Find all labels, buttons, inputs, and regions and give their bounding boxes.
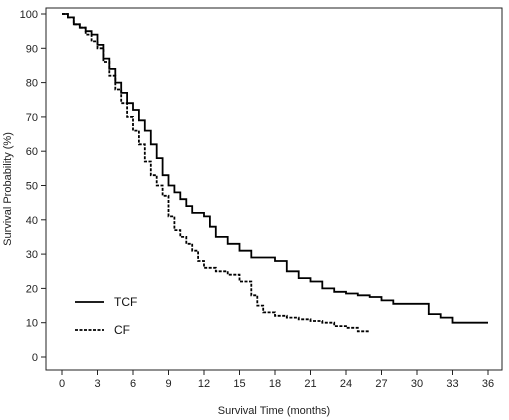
y-tick-label: 100 bbox=[20, 9, 38, 21]
legend: TCF CF bbox=[75, 295, 137, 337]
series-line-tcf bbox=[62, 13, 488, 324]
x-tick-label: 18 bbox=[269, 378, 281, 390]
x-tick-label: 33 bbox=[446, 378, 458, 390]
y-tick-label: 10 bbox=[26, 318, 38, 330]
x-tick-label: 0 bbox=[59, 378, 65, 390]
y-tick-label: 70 bbox=[26, 112, 38, 124]
x-tick-label: 24 bbox=[340, 378, 352, 390]
x-tick-label: 21 bbox=[304, 378, 316, 390]
axes: 0 3 6 9 12 15 18 21 24 27 30 33 36010203040506070809… bbox=[20, 7, 503, 390]
series-layer bbox=[62, 13, 488, 333]
y-tick-label: 0 bbox=[32, 352, 38, 364]
y-tick-label: 50 bbox=[26, 181, 38, 193]
x-axis-title: Survival Time (months) bbox=[218, 405, 330, 417]
x-tick-label: 27 bbox=[375, 378, 387, 390]
y-tick-label: 60 bbox=[26, 146, 38, 158]
x-tick-label: 12 bbox=[198, 378, 210, 390]
series-line-cf bbox=[62, 13, 370, 333]
y-tick-label: 20 bbox=[26, 283, 38, 295]
y-tick-label: 90 bbox=[26, 43, 38, 55]
x-tick-label: 30 bbox=[411, 378, 423, 390]
y-tick-label: 30 bbox=[26, 249, 38, 261]
y-tick-label: 40 bbox=[26, 215, 38, 227]
x-tick-label: 3 bbox=[94, 378, 100, 390]
x-tick-label: 6 bbox=[130, 378, 136, 390]
x-tick-label: 36 bbox=[482, 378, 494, 390]
plot-frame bbox=[45, 7, 503, 371]
x-tick-label: 15 bbox=[233, 378, 245, 390]
legend-label-tcf: TCF bbox=[114, 295, 137, 309]
y-tick-label: 80 bbox=[26, 78, 38, 90]
legend-label-cf: CF bbox=[114, 323, 130, 337]
x-tick-label: 9 bbox=[165, 378, 171, 390]
y-axis-title: Survival Probability (%) bbox=[2, 132, 14, 246]
